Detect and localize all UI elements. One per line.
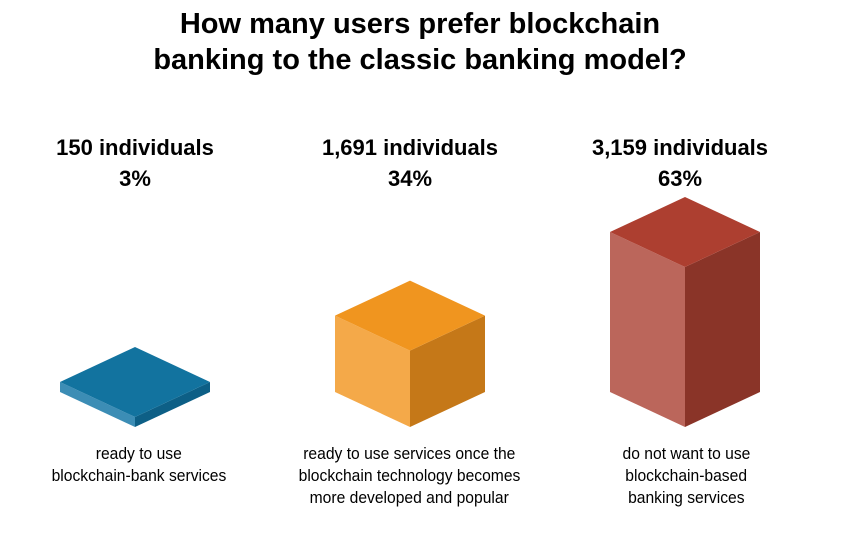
category-label-not: do not want to use blockchain-based bank…	[536, 443, 836, 509]
value-label-ready: 150 individuals 3%	[5, 132, 265, 194]
bar-left-face	[60, 382, 135, 427]
bar-top-face	[335, 280, 485, 351]
bar-right-face	[685, 232, 760, 427]
bar-0	[60, 347, 210, 427]
percent-label: 63%	[657, 166, 703, 191]
percent-label: 3%	[119, 166, 151, 191]
value-label-not: 3,159 individuals 63%	[550, 132, 810, 194]
bar-left-face	[610, 232, 685, 427]
category-line: more developed and popular	[309, 488, 509, 507]
bar-top-face	[60, 347, 210, 417]
category-label-ready: ready to use blockchain-bank services	[0, 443, 289, 487]
category-line: banking services	[627, 488, 745, 507]
category-line: ready to use services once the	[302, 444, 516, 463]
value-label-later: 1,691 individuals 34%	[280, 132, 540, 194]
count-label: 1,691 individuals	[321, 135, 499, 160]
category-line: blockchain technology becomes	[298, 466, 520, 485]
count-label: 150 individuals	[56, 135, 214, 160]
bar-1	[335, 280, 485, 427]
bar-right-face	[135, 382, 210, 427]
chart-title: How many users prefer blockchain banking…	[0, 6, 840, 78]
category-line: blockchain-based	[625, 466, 747, 485]
bar-left-face	[335, 315, 410, 427]
category-line: ready to use	[95, 444, 183, 463]
category-line: do not want to use	[622, 444, 750, 463]
chart-title-line-2: banking to the classic banking model?	[153, 44, 687, 76]
category-line: blockchain-bank services	[51, 466, 227, 485]
category-label-later: ready to use services once the blockchai…	[259, 443, 559, 509]
bar-top-face	[610, 197, 760, 267]
count-label: 3,159 individuals	[591, 135, 769, 160]
chart-title-line-1: How many users prefer blockchain	[179, 8, 661, 40]
percent-label: 34%	[387, 166, 433, 191]
bar-2	[610, 197, 760, 427]
bar-right-face	[410, 315, 485, 427]
